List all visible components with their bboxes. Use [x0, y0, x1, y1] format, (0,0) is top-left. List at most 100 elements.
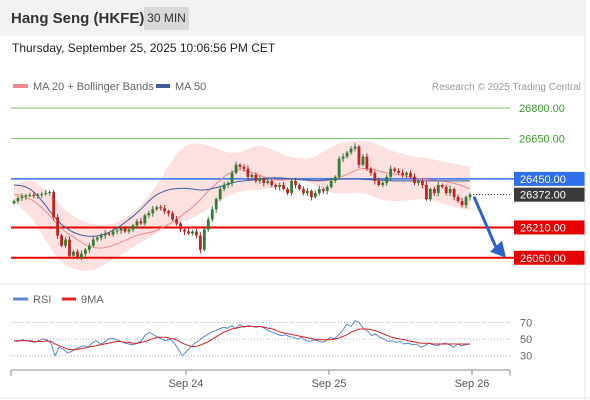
candle-body — [309, 191, 313, 198]
projection-arrow — [472, 196, 506, 258]
candle-body — [187, 231, 190, 234]
candle-body — [230, 172, 234, 183]
level-tag-26210.00 — [514, 220, 585, 235]
candle-body — [127, 229, 131, 232]
x-tick-label: Sep 25 — [312, 378, 347, 390]
candle-body — [76, 251, 79, 258]
candle-body — [306, 191, 309, 194]
candles — [12, 143, 472, 260]
candle-body — [456, 197, 460, 202]
candle-body — [103, 233, 107, 236]
candle-body — [333, 176, 337, 181]
level-label-26800.00: 26800.00 — [519, 103, 565, 115]
candle-body — [195, 231, 198, 236]
candle-body — [421, 180, 424, 185]
rsi-panel: 70 50 30 — [11, 317, 532, 363]
candle-body — [234, 164, 238, 173]
candle-body — [24, 195, 28, 197]
candle-body — [270, 180, 274, 185]
candle-body — [206, 219, 210, 230]
candle-body — [353, 146, 357, 149]
candle-body — [87, 245, 91, 250]
candle-body — [119, 228, 123, 231]
x-tick-label: Sep 24 — [169, 378, 204, 390]
candle-body — [246, 168, 250, 177]
candle-body — [349, 148, 353, 153]
candle-body — [294, 180, 297, 185]
candle-body — [428, 189, 432, 200]
timestamp: Thursday, September 25, 2025 10:06:56 PM… — [12, 41, 276, 55]
rsi-line — [13, 320, 471, 358]
candle-body — [28, 195, 32, 197]
candle-body — [321, 189, 325, 192]
candle-body — [413, 176, 416, 183]
candle-body — [155, 207, 159, 210]
candle-body — [36, 194, 40, 197]
candle-body — [131, 225, 135, 230]
candle-body — [115, 230, 119, 232]
candle-body — [238, 164, 242, 167]
ma50-line — [13, 177, 470, 237]
candle-body — [80, 253, 83, 258]
candle-body — [345, 152, 349, 157]
level-tag-26372.00 — [514, 187, 585, 202]
candle-body — [369, 168, 373, 173]
candle-body — [198, 235, 202, 250]
candle-body — [393, 168, 397, 171]
candle-body — [44, 193, 48, 195]
candle-body — [329, 180, 333, 187]
candle-body — [218, 189, 222, 200]
level-label-26650.00: 26650.00 — [519, 133, 565, 145]
candle-body — [159, 207, 163, 209]
x-tick-label: Sep 26 — [455, 378, 490, 390]
candle-body — [282, 184, 286, 190]
candle-body — [452, 189, 456, 198]
candle-body — [266, 180, 270, 183]
candle-body — [72, 251, 75, 256]
level-lines — [11, 107, 585, 259]
candle-body — [468, 194, 472, 198]
candle-body — [405, 172, 408, 175]
candle-body — [147, 213, 151, 216]
candle-body — [313, 193, 317, 198]
candle-body — [302, 189, 305, 194]
candle-body — [397, 170, 401, 173]
timeframe-badge[interactable]: 30 MIN — [144, 7, 189, 30]
candle-body — [222, 184, 226, 190]
candle-body — [424, 184, 428, 200]
level-label-26450.00: 26450.00 — [520, 174, 566, 186]
chart-title: Hang Seng (HKFE) — [11, 10, 145, 27]
candle-body — [20, 196, 24, 199]
candle-body — [377, 180, 381, 185]
candle-body — [151, 209, 155, 214]
rsi-ma-legend-label: 9MA — [81, 294, 104, 306]
projection-arrow-shaft — [472, 196, 499, 251]
level-label-26060.00: 26060.00 — [520, 253, 566, 265]
candle-body — [361, 156, 365, 165]
candle-body — [99, 235, 103, 238]
level-label-26210.00: 26210.00 — [520, 222, 566, 234]
candle-body — [278, 184, 282, 187]
candle-body — [163, 208, 167, 212]
candle-body — [191, 231, 194, 234]
candle-body — [123, 228, 127, 232]
copyright-text: Research © 2025 Trading Central — [432, 82, 581, 93]
candle-body — [286, 189, 289, 194]
candle-body — [179, 223, 182, 230]
candle-body — [202, 229, 206, 250]
candle-body — [274, 184, 278, 187]
candle-body — [389, 168, 393, 177]
candle-body — [290, 180, 293, 194]
candle-body — [91, 239, 95, 246]
candle-body — [317, 189, 321, 194]
candle-body — [226, 182, 230, 185]
candle-body — [464, 197, 468, 206]
rsi-tick-70: 70 — [520, 317, 532, 329]
candle-body — [214, 199, 218, 210]
candle-body — [56, 217, 60, 236]
bollinger-band-area — [14, 140, 470, 271]
x-axis-ticks: Sep 24 Sep 25 Sep 26 — [169, 370, 490, 390]
candle-body — [325, 186, 329, 192]
candle-body — [83, 249, 87, 254]
